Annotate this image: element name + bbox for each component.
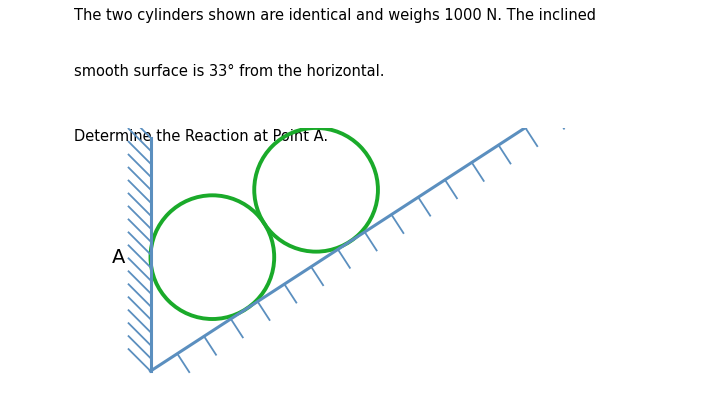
Text: smooth surface is 33° from the horizontal.: smooth surface is 33° from the horizonta…: [74, 64, 385, 79]
Text: Determine the Reaction at Point A.: Determine the Reaction at Point A.: [74, 129, 329, 144]
Text: A: A: [112, 248, 125, 267]
Text: The two cylinders shown are identical and weighs 1000 N. The inclined: The two cylinders shown are identical an…: [74, 8, 596, 23]
